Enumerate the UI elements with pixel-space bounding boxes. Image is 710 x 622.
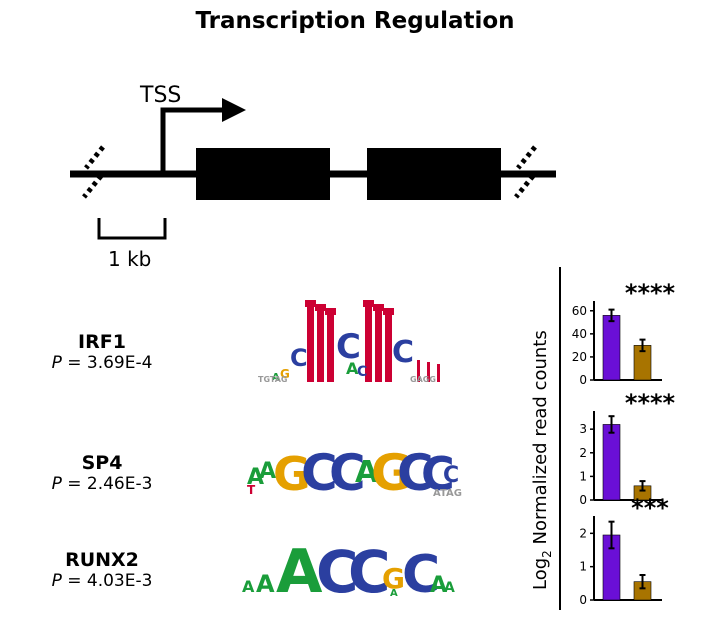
- motif-pvalue: P = 3.69E-4: [51, 353, 153, 373]
- motif-sp4: SP4 P = 2.46E-3: [22, 452, 182, 494]
- svg-text:C: C: [348, 538, 391, 600]
- y-tick-label: 1: [579, 469, 587, 483]
- y-tick-label: 1: [579, 560, 587, 574]
- svg-text:A: A: [276, 537, 323, 600]
- motif-pvalue: P = 4.03E-3: [51, 571, 153, 591]
- svg-text:T: T: [247, 483, 256, 497]
- y-axis-label: Log2 Normalized read counts: [530, 330, 554, 590]
- svg-text:C: C: [443, 463, 459, 488]
- svg-text:C: C: [290, 344, 308, 372]
- motif-name: RUNX2: [65, 549, 139, 571]
- svg-text:GAGG: GAGG: [410, 375, 436, 384]
- significance-label: ***: [631, 494, 669, 522]
- svg-text:G: G: [371, 444, 412, 500]
- bar-charts: 0 20 40 60 **** 0 1 2 3 **** 0 1 2 ***: [559, 267, 676, 610]
- svg-text:TGTAG: TGTAG: [258, 375, 287, 384]
- svg-text:G: G: [382, 562, 405, 595]
- svg-text:C: C: [421, 447, 455, 500]
- y-tick-label: 60: [572, 304, 587, 318]
- svg-text:A: A: [259, 459, 276, 484]
- svg-text:C: C: [301, 444, 338, 500]
- bar: [602, 315, 621, 381]
- svg-text:A: A: [444, 580, 455, 596]
- svg-text:A: A: [430, 573, 447, 598]
- significance-label: ****: [625, 389, 676, 417]
- svg-text:A: A: [390, 588, 398, 599]
- svg-text:ATAG: ATAG: [433, 488, 462, 499]
- motif-name: IRF1: [78, 331, 126, 353]
- svg-text:C: C: [329, 444, 366, 500]
- svg-text:A: A: [272, 372, 280, 383]
- y-tick-label: 0: [579, 373, 587, 387]
- y-tick-label: 2: [579, 526, 587, 540]
- svg-text:G: G: [280, 367, 290, 381]
- svg-text:C: C: [402, 545, 440, 600]
- exon-2: [367, 148, 501, 200]
- svg-text:A: A: [346, 359, 359, 378]
- exon-1: [196, 148, 330, 200]
- motif-pvalue: P = 2.46E-3: [51, 474, 153, 494]
- irf1-sequence-logo: C C C A C G A TGTAG GAGG: [258, 300, 440, 384]
- motif-runx2: RUNX2 P = 4.03E-3: [22, 549, 182, 591]
- svg-text:C: C: [316, 538, 359, 600]
- y-tick-label: 20: [572, 350, 587, 364]
- svg-text:C: C: [336, 327, 361, 367]
- scale-label: 1 kb: [108, 247, 151, 271]
- svg-text:A: A: [256, 570, 275, 598]
- tss-label: TSS: [139, 83, 181, 108]
- tss-arrow-shaft: [160, 107, 226, 174]
- motif-name: SP4: [81, 452, 123, 474]
- y-tick-label: 0: [579, 593, 587, 607]
- y-tick-label: 2: [579, 446, 587, 460]
- scale-bar: [97, 218, 167, 240]
- svg-text:A: A: [355, 455, 379, 490]
- svg-text:C: C: [397, 444, 434, 500]
- svg-text:G: G: [273, 447, 311, 500]
- y-tick-label: 40: [572, 327, 587, 341]
- y-tick-label: 0: [579, 493, 587, 507]
- y-tick-label: 3: [579, 422, 587, 436]
- tss-arrow-head: [222, 98, 246, 122]
- svg-text:C: C: [392, 335, 414, 370]
- svg-text:A: A: [247, 465, 264, 490]
- sp4-sequence-logo: A A T G C C A G C C C ATAG: [247, 444, 462, 500]
- motif-irf1: IRF1 P = 3.69E-4: [22, 331, 182, 373]
- figure-title: Transcription Regulation: [195, 8, 515, 34]
- ylabel-container: Log2 Normalized read counts: [530, 330, 554, 590]
- runx2-sequence-logo: A A A C C G A C A A: [242, 537, 455, 600]
- bar: [602, 424, 621, 501]
- significance-label: ****: [625, 279, 676, 307]
- svg-text:C: C: [357, 364, 367, 380]
- svg-text:A: A: [242, 577, 255, 596]
